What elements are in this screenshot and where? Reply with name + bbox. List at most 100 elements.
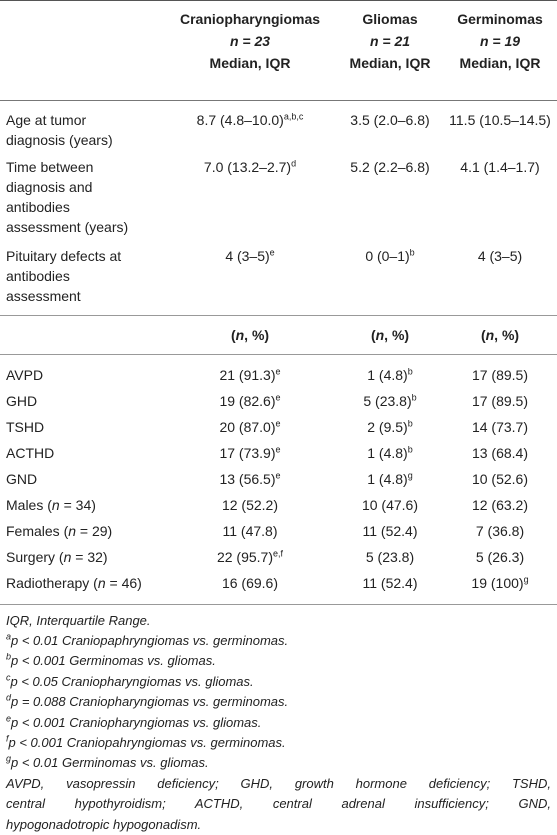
- cell-value: 5 (26.3): [475, 548, 525, 565]
- cell-value: 21 (91.3): [219, 366, 276, 383]
- value-cell: 11 (52.4): [337, 570, 443, 596]
- footnote-mark: d: [6, 692, 12, 703]
- table-row: Radiotherapy (n = 46) 16 (69.6) 11 (52.4) 1…: [0, 570, 557, 596]
- cell-value: 17 (89.5): [471, 366, 529, 383]
- cell-value: 12 (52.2): [221, 496, 279, 513]
- footnote: dp = 0.088 Craniopharyngiomas vs. germin…: [6, 692, 551, 712]
- footnote-mark: b: [6, 651, 12, 662]
- superscript-mark: e: [275, 365, 281, 376]
- header-craniopharyngiomas: Craniopharyngiomas n = 23 Median, IQR: [163, 1, 337, 100]
- superscript-mark: e: [275, 443, 281, 454]
- footnote-mark: a: [6, 631, 12, 642]
- superscript-mark: e,f: [273, 547, 284, 558]
- row-label: Pituitary defects at antibodies assessment: [0, 246, 163, 316]
- table-row: Age at tumor diagnosis (years) 8.7 (4.8–10…: [0, 101, 557, 157]
- superscript-mark: g: [523, 573, 529, 584]
- bottom-spacer: [0, 596, 557, 605]
- cell-value: 13 (68.4): [471, 444, 529, 461]
- row-label-line: antibodies: [6, 267, 70, 284]
- value-cell: 12 (52.2): [163, 492, 337, 518]
- value-cell: 12 (63.2): [443, 492, 557, 518]
- superscript-mark: d: [291, 157, 297, 168]
- value-cell: 5 (23.8): [337, 544, 443, 570]
- cell-value: 17 (73.9): [219, 444, 276, 461]
- cell-value: 1 (4.8): [367, 470, 408, 487]
- row-label: GND: [6, 470, 38, 487]
- superscript-mark: g: [407, 469, 413, 480]
- row-label: AVPD: [6, 366, 44, 383]
- cell-value: 4 (3–5): [225, 247, 270, 264]
- row-label-line: Age at tumor: [6, 111, 87, 128]
- cell-value: 13 (56.5): [219, 470, 276, 487]
- header-group-name: Craniopharyngiomas: [179, 11, 321, 27]
- value-cell: 16 (69.6): [163, 570, 337, 596]
- superscript-mark: b: [407, 443, 413, 454]
- cell-value: 4 (3–5): [477, 247, 523, 264]
- row-label-line: assessment (years): [6, 218, 129, 235]
- subheader-empty: [0, 316, 163, 355]
- cell-value: 10 (52.6): [471, 470, 529, 487]
- row-label: ACTHD: [6, 444, 55, 461]
- value-cell: 14 (73.7): [443, 414, 557, 440]
- table-row: Surgery (n = 32) 22 (95.7)e,f 5 (23.8) 5 (2…: [0, 544, 557, 570]
- value-cell: 13 (56.5)e: [163, 466, 337, 492]
- value-cell: 4.1 (1.4–1.7): [443, 157, 557, 246]
- footnote: ep < 0.001 Craniopharyngiomas vs. glioma…: [6, 713, 551, 733]
- cell-value: 20 (87.0): [219, 418, 276, 435]
- median-section: Age at tumor diagnosis (years) 8.7 (4.8–10…: [0, 101, 557, 316]
- cell-value: 19 (82.6): [219, 392, 276, 409]
- value-cell: 4 (3–5)e: [163, 246, 337, 316]
- row-label: Time between diagnosis and antibodies asses…: [0, 157, 163, 246]
- value-cell: 17 (73.9)e: [163, 440, 337, 466]
- cell-value: 4.1 (1.4–1.7): [460, 158, 540, 175]
- cell-value: 22 (95.7): [216, 548, 274, 565]
- table-row: Time between diagnosis and antibodies asses…: [0, 157, 557, 246]
- row-label: Males (n = 34): [6, 496, 96, 513]
- value-cell: 8.7 (4.8–10.0)a,b,c: [163, 101, 337, 157]
- value-cell: 5 (23.8)b: [337, 388, 443, 414]
- value-cell: 1 (4.8)b: [337, 355, 443, 388]
- footnote-mark: e: [6, 713, 12, 724]
- value-cell: 19 (100)g: [443, 570, 557, 596]
- footnote-text: p < 0.05 Craniopharyngiomas vs. gliomas.: [10, 673, 254, 689]
- superscript-mark: b: [409, 246, 415, 257]
- row-label-line: Pituitary defects at: [6, 247, 122, 264]
- cell-value: 14 (73.7): [471, 418, 529, 435]
- value-cell: 17 (89.5): [443, 388, 557, 414]
- cell-value: 7.0 (13.2–2.7): [203, 158, 292, 175]
- value-cell: 5.2 (2.2–6.8): [337, 157, 443, 246]
- row-label: GHD: [6, 392, 38, 409]
- row-label-line: assessment: [6, 287, 81, 304]
- value-cell: 1 (4.8)b: [337, 440, 443, 466]
- value-cell: 4 (3–5): [443, 246, 557, 316]
- cell-value: 5 (23.8): [365, 548, 415, 565]
- superscript-mark: b: [407, 417, 413, 428]
- superscript-mark: e: [275, 391, 281, 402]
- superscript-mark: e: [269, 246, 275, 257]
- table-row: ACTHD 17 (73.9)e 1 (4.8)b 13 (68.4): [0, 440, 557, 466]
- row-label: Radiotherapy (n = 46): [6, 574, 142, 591]
- cell-value: 1 (4.8): [367, 444, 408, 461]
- footnote-text: p < 0.001 Craniopahryngiomas vs. germino…: [8, 734, 286, 750]
- superscript-mark: b: [411, 391, 417, 402]
- table-row: Pituitary defects at antibodies assessment…: [0, 246, 557, 316]
- row-label: TSHD: [6, 418, 45, 435]
- row-label-line: antibodies: [6, 198, 70, 215]
- subheader-cell: (n, %): [230, 326, 270, 343]
- value-cell: 5 (26.3): [443, 544, 557, 570]
- footnote-text: p = 0.088 Craniopharyngiomas vs. germino…: [11, 694, 289, 710]
- footnote: fp < 0.001 Craniopahryngiomas vs. germin…: [6, 733, 551, 753]
- superscript-mark: b: [407, 365, 413, 376]
- cell-value: 11 (47.8): [222, 522, 278, 539]
- superscript-mark: e: [275, 469, 281, 480]
- value-cell: 7.0 (13.2–2.7)d: [163, 157, 337, 246]
- header-germinomas: Germinomas n = 19 Median, IQR: [443, 1, 557, 100]
- abbreviation-line: AVPD, vasopressin deficiency; GHD, growt…: [6, 775, 551, 791]
- header-group-n: n = 23: [229, 33, 271, 49]
- header-empty: [0, 1, 163, 100]
- row-label-line: Time between: [6, 158, 94, 175]
- footnote-text: p < 0.001 Germinomas vs. gliomas.: [11, 653, 216, 669]
- value-cell: 11.5 (10.5–14.5): [443, 101, 557, 157]
- header-group-stat: Median, IQR: [459, 55, 541, 71]
